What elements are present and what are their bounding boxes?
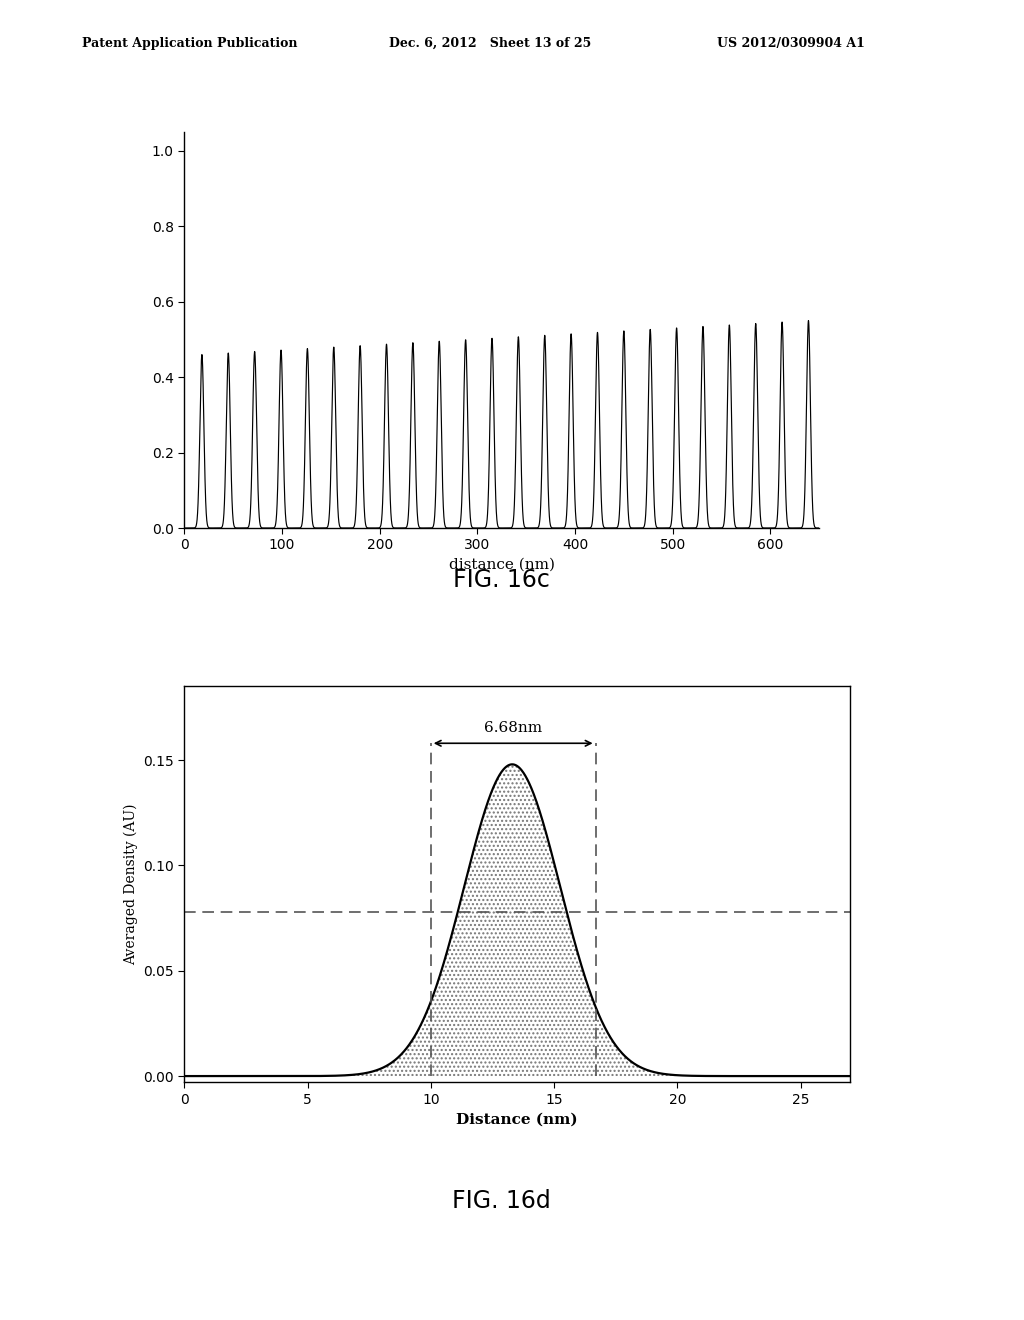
Text: Dec. 6, 2012   Sheet 13 of 25: Dec. 6, 2012 Sheet 13 of 25: [389, 37, 592, 50]
X-axis label: Distance (nm): Distance (nm): [457, 1113, 578, 1126]
Text: US 2012/0309904 A1: US 2012/0309904 A1: [717, 37, 864, 50]
X-axis label: distance (nm): distance (nm): [449, 558, 555, 572]
Text: FIG. 16d: FIG. 16d: [453, 1189, 551, 1213]
Text: Patent Application Publication: Patent Application Publication: [82, 37, 297, 50]
Y-axis label: Averaged Density (AU): Averaged Density (AU): [123, 804, 137, 965]
Text: 6.68nm: 6.68nm: [484, 721, 543, 735]
Text: FIG. 16c: FIG. 16c: [454, 569, 550, 593]
